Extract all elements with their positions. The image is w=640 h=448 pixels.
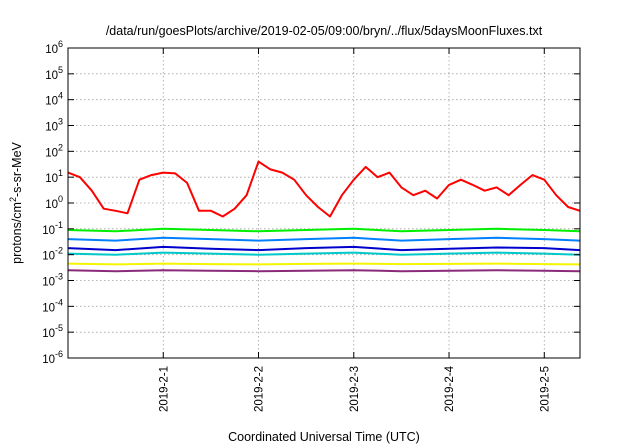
y-tick-label: 104 xyxy=(45,91,63,108)
series-layer xyxy=(67,160,581,273)
chart-title: /data/run/goesPlots/archive/2019-02-05/0… xyxy=(106,24,543,38)
y-tick-label: 10-2 xyxy=(42,246,63,263)
series-line-2 xyxy=(67,236,581,242)
y-tick-label: 10-5 xyxy=(42,323,63,340)
x-tick-label: 2019-2-3 xyxy=(349,366,361,412)
x-axis-title: Coordinated Universal Time (UTC) xyxy=(228,430,420,444)
y-tick-label: 10-6 xyxy=(42,349,63,366)
y-tick-label: 101 xyxy=(45,168,63,185)
y-tick-label: 10-3 xyxy=(42,272,63,289)
y-axis-title-a: protons/cm xyxy=(10,202,24,264)
y-tick-label: 100 xyxy=(45,194,63,211)
x-tick-label: 2019-2-5 xyxy=(539,366,551,412)
series-line-1 xyxy=(67,227,581,233)
series-line-4 xyxy=(67,251,581,256)
y-axis: 10-6 10-5 10-4 10-3 10-2 10-1 100 101 102 103 104 1… xyxy=(42,39,580,366)
y-axis-title-b: -s-sr-MeV xyxy=(10,141,24,197)
series-line-6 xyxy=(67,269,581,273)
y-tick-label: 106 xyxy=(45,39,63,56)
y-tick-label: 102 xyxy=(45,142,63,159)
series-line-0 xyxy=(67,160,581,218)
y-tick-label: 105 xyxy=(45,65,63,82)
series-line-5 xyxy=(67,262,581,266)
y-tick-label: 103 xyxy=(45,117,63,134)
x-tick-label: 2019-2-1 xyxy=(158,366,170,412)
y-axis-title: protons/cm2-s-sr-MeV xyxy=(8,141,24,263)
y-tick-label: 10-1 xyxy=(42,220,63,237)
y-axis-title-sup: 2 xyxy=(8,197,18,202)
x-tick-label: 2019-2-4 xyxy=(444,365,456,412)
x-axis: 2019-2-1 2019-2-2 2019-2-3 2019-2-4 2019-2-5 xyxy=(158,48,551,412)
series-line-3 xyxy=(67,245,581,252)
grid-lines xyxy=(68,48,580,358)
x-tick-label: 2019-2-2 xyxy=(254,366,266,412)
y-tick-label: 10-4 xyxy=(42,297,63,314)
